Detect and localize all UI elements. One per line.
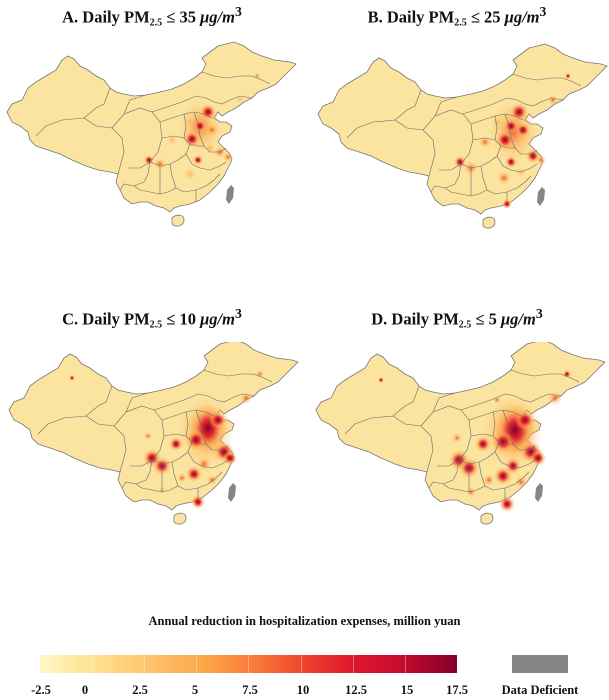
colorbar-tick: -2.5 <box>31 683 51 697</box>
title-superscript: 3 <box>535 306 543 321</box>
hotspots <box>69 370 264 509</box>
hotspots <box>454 73 571 209</box>
legend-title: Annual reduction in hospitalization expe… <box>148 614 461 628</box>
title-prefix: D. Daily PM <box>371 309 459 329</box>
colorbar-tick: 15 <box>400 683 414 697</box>
panel-b-title: B. Daily PM2.5 ≤ 25 μg/m3 <box>305 4 609 29</box>
panel-a-title: A. Daily PM2.5 ≤ 35 μg/m3 <box>0 4 304 29</box>
china-map-c <box>8 342 299 525</box>
colorbar-tick: 2.5 <box>132 683 148 697</box>
title-superscript: 3 <box>234 306 242 321</box>
colorbar-separator <box>301 655 302 673</box>
colorbar-tick: 12.5 <box>345 683 367 697</box>
data-deficient-label: Data Deficient <box>501 683 579 697</box>
title-threshold: ≤ 10 <box>162 309 201 329</box>
title-subscript: 2.5 <box>458 319 472 331</box>
china-map-d <box>315 342 606 525</box>
colorbar-tick: 5 <box>191 683 199 697</box>
title-unit: μg/m <box>500 309 536 329</box>
title-subscript: 2.5 <box>149 17 163 29</box>
panel-d: D. Daily PM2.5 ≤ 5 μg/m3 <box>305 302 609 592</box>
title-unit: μg/m <box>200 309 235 329</box>
title-superscript: 3 <box>234 4 242 19</box>
colorbar-separator <box>353 655 354 673</box>
title-prefix: C. Daily PM <box>62 309 150 329</box>
title-threshold: ≤ 5 <box>471 309 501 329</box>
panel-d-title: D. Daily PM2.5 ≤ 5 μg/m3 <box>305 306 609 331</box>
colorbar-tick: 10 <box>296 683 310 697</box>
colorbar-tick: 0 <box>81 683 89 697</box>
title-threshold: ≤ 35 <box>162 7 201 27</box>
colorbar-separator <box>92 655 93 673</box>
colorbar-separator <box>248 655 249 673</box>
colorbar-tick: 7.5 <box>242 683 258 697</box>
colorbar-separator <box>196 655 197 673</box>
title-subscript: 2.5 <box>454 17 467 29</box>
panel-b: B. Daily PM2.5 ≤ 25 μg/m3 <box>305 0 609 290</box>
title-prefix: A. Daily PM <box>62 7 150 27</box>
panel-c-title: C. Daily PM2.5 ≤ 10 μg/m3 <box>0 306 304 331</box>
title-superscript: 3 <box>539 4 547 19</box>
title-subscript: 2.5 <box>149 319 163 331</box>
colorbar <box>40 655 457 673</box>
hotspots <box>144 73 260 180</box>
colorbar-separator <box>405 655 406 673</box>
china-map-a <box>6 41 297 227</box>
title-unit: μg/m <box>200 7 235 27</box>
colorbar-separator <box>144 655 145 673</box>
title-threshold: ≤ 25 <box>466 7 505 27</box>
data-deficient-swatch <box>512 655 568 673</box>
colorbar-tick: 17.5 <box>446 683 468 697</box>
title-unit: μg/m <box>504 7 540 27</box>
panel-a: A. Daily PM2.5 ≤ 35 μg/m3 <box>0 0 304 290</box>
china-map-b <box>317 43 608 229</box>
title-prefix: B. Daily PM <box>367 7 455 27</box>
panel-c: C. Daily PM2.5 ≤ 10 μg/m3 <box>0 302 304 592</box>
